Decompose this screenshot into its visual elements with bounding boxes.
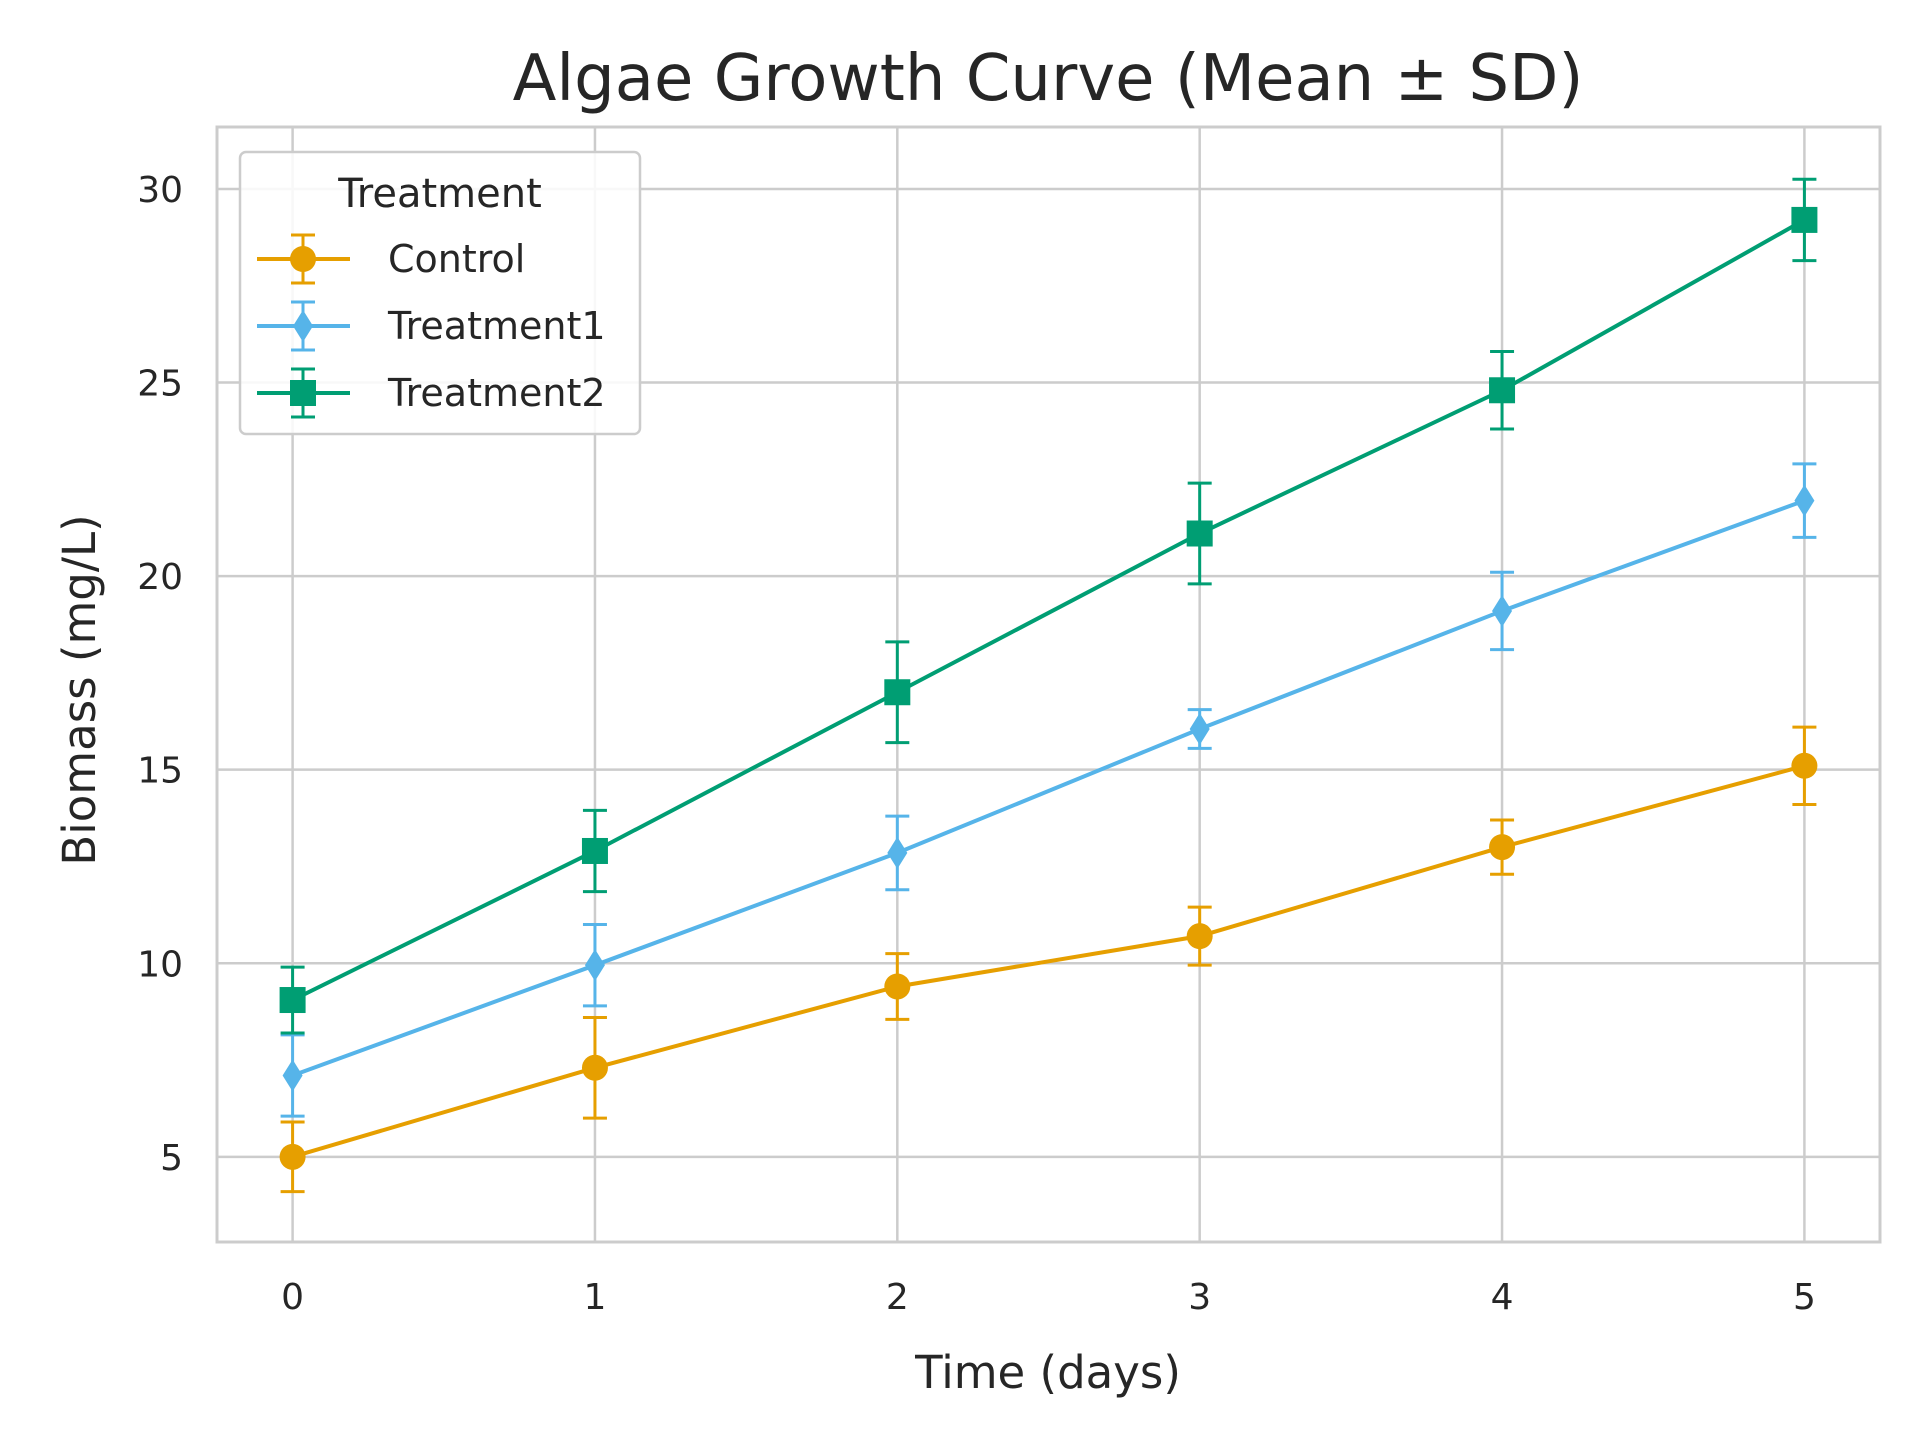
series-line (291, 498, 1806, 1078)
legend: Treatment Control Treatment1 Treatment2 (238, 150, 642, 436)
series-group (279, 177, 1818, 1194)
data-point (581, 1054, 608, 1081)
data-point (1189, 713, 1210, 746)
data-point (279, 987, 306, 1014)
data-point (279, 1143, 306, 1170)
data-point (1489, 377, 1516, 404)
x-tick-label: 1 (584, 1277, 607, 1318)
data-point (1791, 752, 1818, 779)
y-tick-label: 25 (137, 364, 183, 405)
data-point (884, 679, 911, 706)
y-tick-label: 30 (137, 170, 183, 211)
legend-marker (290, 380, 316, 406)
y-tick-label: 10 (137, 944, 183, 985)
x-tick-label: 5 (1793, 1277, 1816, 1318)
series-treatment1 (280, 462, 1817, 1118)
x-axis-label: Time (days) (914, 1346, 1181, 1399)
chart-title: Algae Growth Curve (Mean ± SD) (513, 42, 1584, 116)
data-point (282, 1059, 303, 1092)
data-point (1186, 923, 1213, 950)
series-control (279, 725, 1818, 1194)
x-tick-label: 2 (886, 1277, 909, 1318)
legend-title: Treatment (337, 171, 542, 217)
data-point (1791, 206, 1818, 233)
legend-label: Control (388, 237, 525, 281)
x-tick-label: 3 (1188, 1277, 1211, 1318)
y-axis-label: Biomass (mg/L) (53, 514, 106, 865)
legend-item-treatment2: Treatment2 (257, 367, 606, 419)
legend-marker (293, 310, 313, 342)
y-tick-label: 15 (137, 751, 183, 792)
x-tick-label: 0 (281, 1277, 304, 1318)
data-point (1492, 594, 1513, 627)
legend-item-control: Control (257, 233, 525, 285)
series-treatment2 (279, 177, 1818, 1035)
data-point (1186, 520, 1213, 547)
y-tick-label: 20 (137, 557, 183, 598)
data-point (581, 837, 608, 864)
legend-label: Treatment2 (387, 371, 606, 415)
data-point (887, 836, 908, 869)
plot-area-frame (215, 125, 1882, 1244)
legend-box (238, 150, 642, 436)
data-point (884, 973, 911, 1000)
data-point (1794, 484, 1815, 517)
x-tick-label: 4 (1491, 1277, 1514, 1318)
data-point (1489, 834, 1516, 861)
legend-label: Treatment1 (387, 304, 606, 348)
tick-labels: 0 1 2 3 4 5 5 10 15 20 25 30 (137, 170, 1816, 1318)
legend-marker (290, 246, 316, 272)
series-line (291, 218, 1806, 1002)
legend-item-treatment1: Treatment1 (257, 300, 606, 352)
y-tick-label: 5 (160, 1138, 183, 1179)
series-line (292, 763, 1805, 1159)
data-point (584, 949, 605, 982)
